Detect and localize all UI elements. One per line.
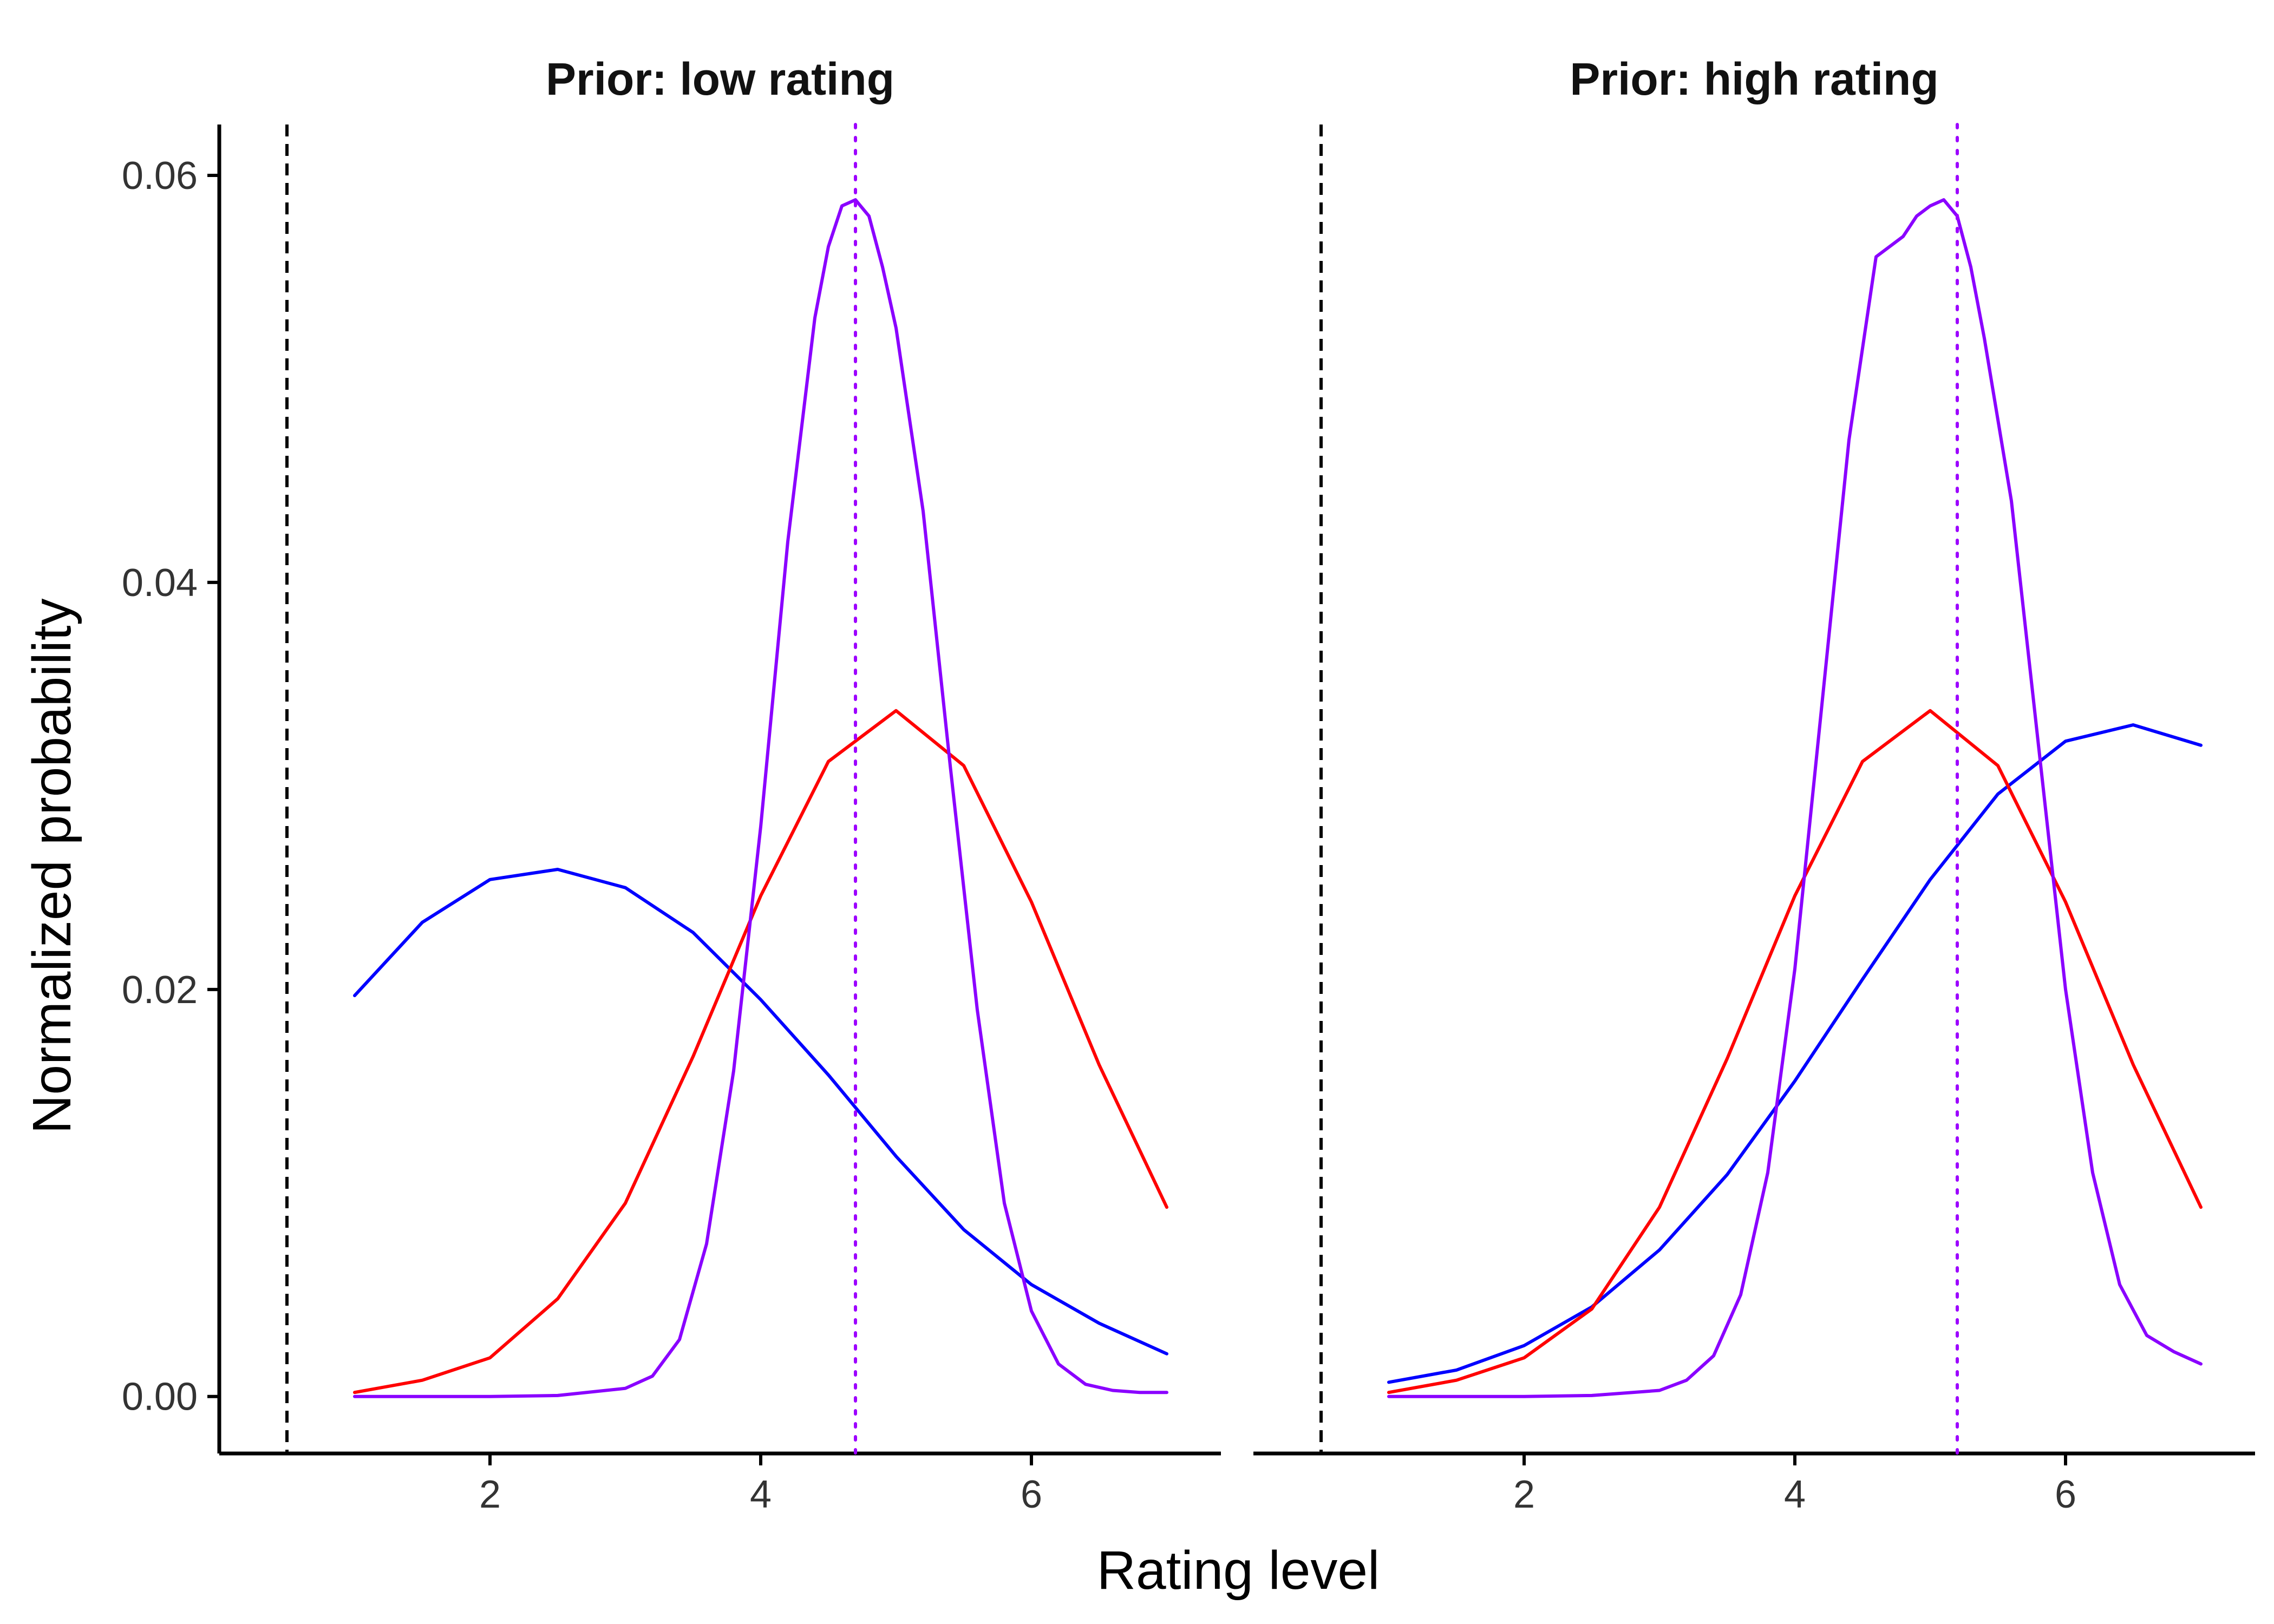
x-tick-label: 2 (479, 1473, 501, 1516)
series-line (353, 198, 1168, 1398)
panel-low-rating: Prior: low rating 2 4 6 0.00 0.02 0.04 0.06 (122, 54, 1221, 1516)
x-tick-label: 2 (1513, 1473, 1535, 1516)
panel-high-rating: Prior: high rating 2 4 6 (1253, 54, 2255, 1516)
x-tick-label: 6 (2055, 1473, 2076, 1516)
x-tick-label: 4 (1784, 1473, 1806, 1516)
panel-title: Prior: low rating (546, 54, 894, 104)
y-tick-label: 0.02 (122, 968, 198, 1012)
y-tick-label: 0.04 (122, 561, 198, 605)
series-line (353, 868, 1168, 1355)
panel-title: Prior: high rating (1570, 54, 1938, 104)
y-tick-label: 0.00 (122, 1376, 198, 1419)
series-line (1387, 709, 2203, 1394)
x-tick-label: 4 (750, 1473, 772, 1516)
y-tick-label: 0.06 (122, 154, 198, 198)
x-tick-label: 6 (1021, 1473, 1042, 1516)
series-line (1387, 723, 2203, 1384)
y-axis-title: Normalized probability (22, 598, 82, 1134)
x-axis-title: Rating level (1097, 1540, 1380, 1601)
series-line (1387, 198, 2203, 1398)
series-line (353, 709, 1168, 1394)
